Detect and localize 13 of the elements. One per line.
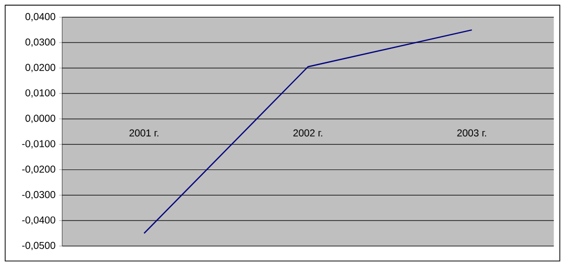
y-tick-label: -0,0500 (22, 242, 56, 250)
y-tick-label: 0,0200 (25, 64, 56, 72)
y-tick-label: 0,0000 (25, 114, 56, 123)
y-tick-label: -0,0100 (22, 140, 56, 148)
x-tick-label: 2003 г. (457, 129, 486, 136)
y-tick-label: -0,0300 (22, 190, 56, 200)
y-tick-label: -0,0200 (22, 166, 56, 174)
x-tick-label: 2002 г. (293, 129, 322, 136)
y-tick-label: -0,0400 (22, 216, 56, 225)
y-tick-label: 0,0100 (25, 89, 56, 98)
y-tick-label: 0,0300 (25, 38, 56, 47)
y-tick-label: 0,0400 (25, 12, 56, 22)
x-tick-label: 2001 г. (129, 129, 158, 136)
